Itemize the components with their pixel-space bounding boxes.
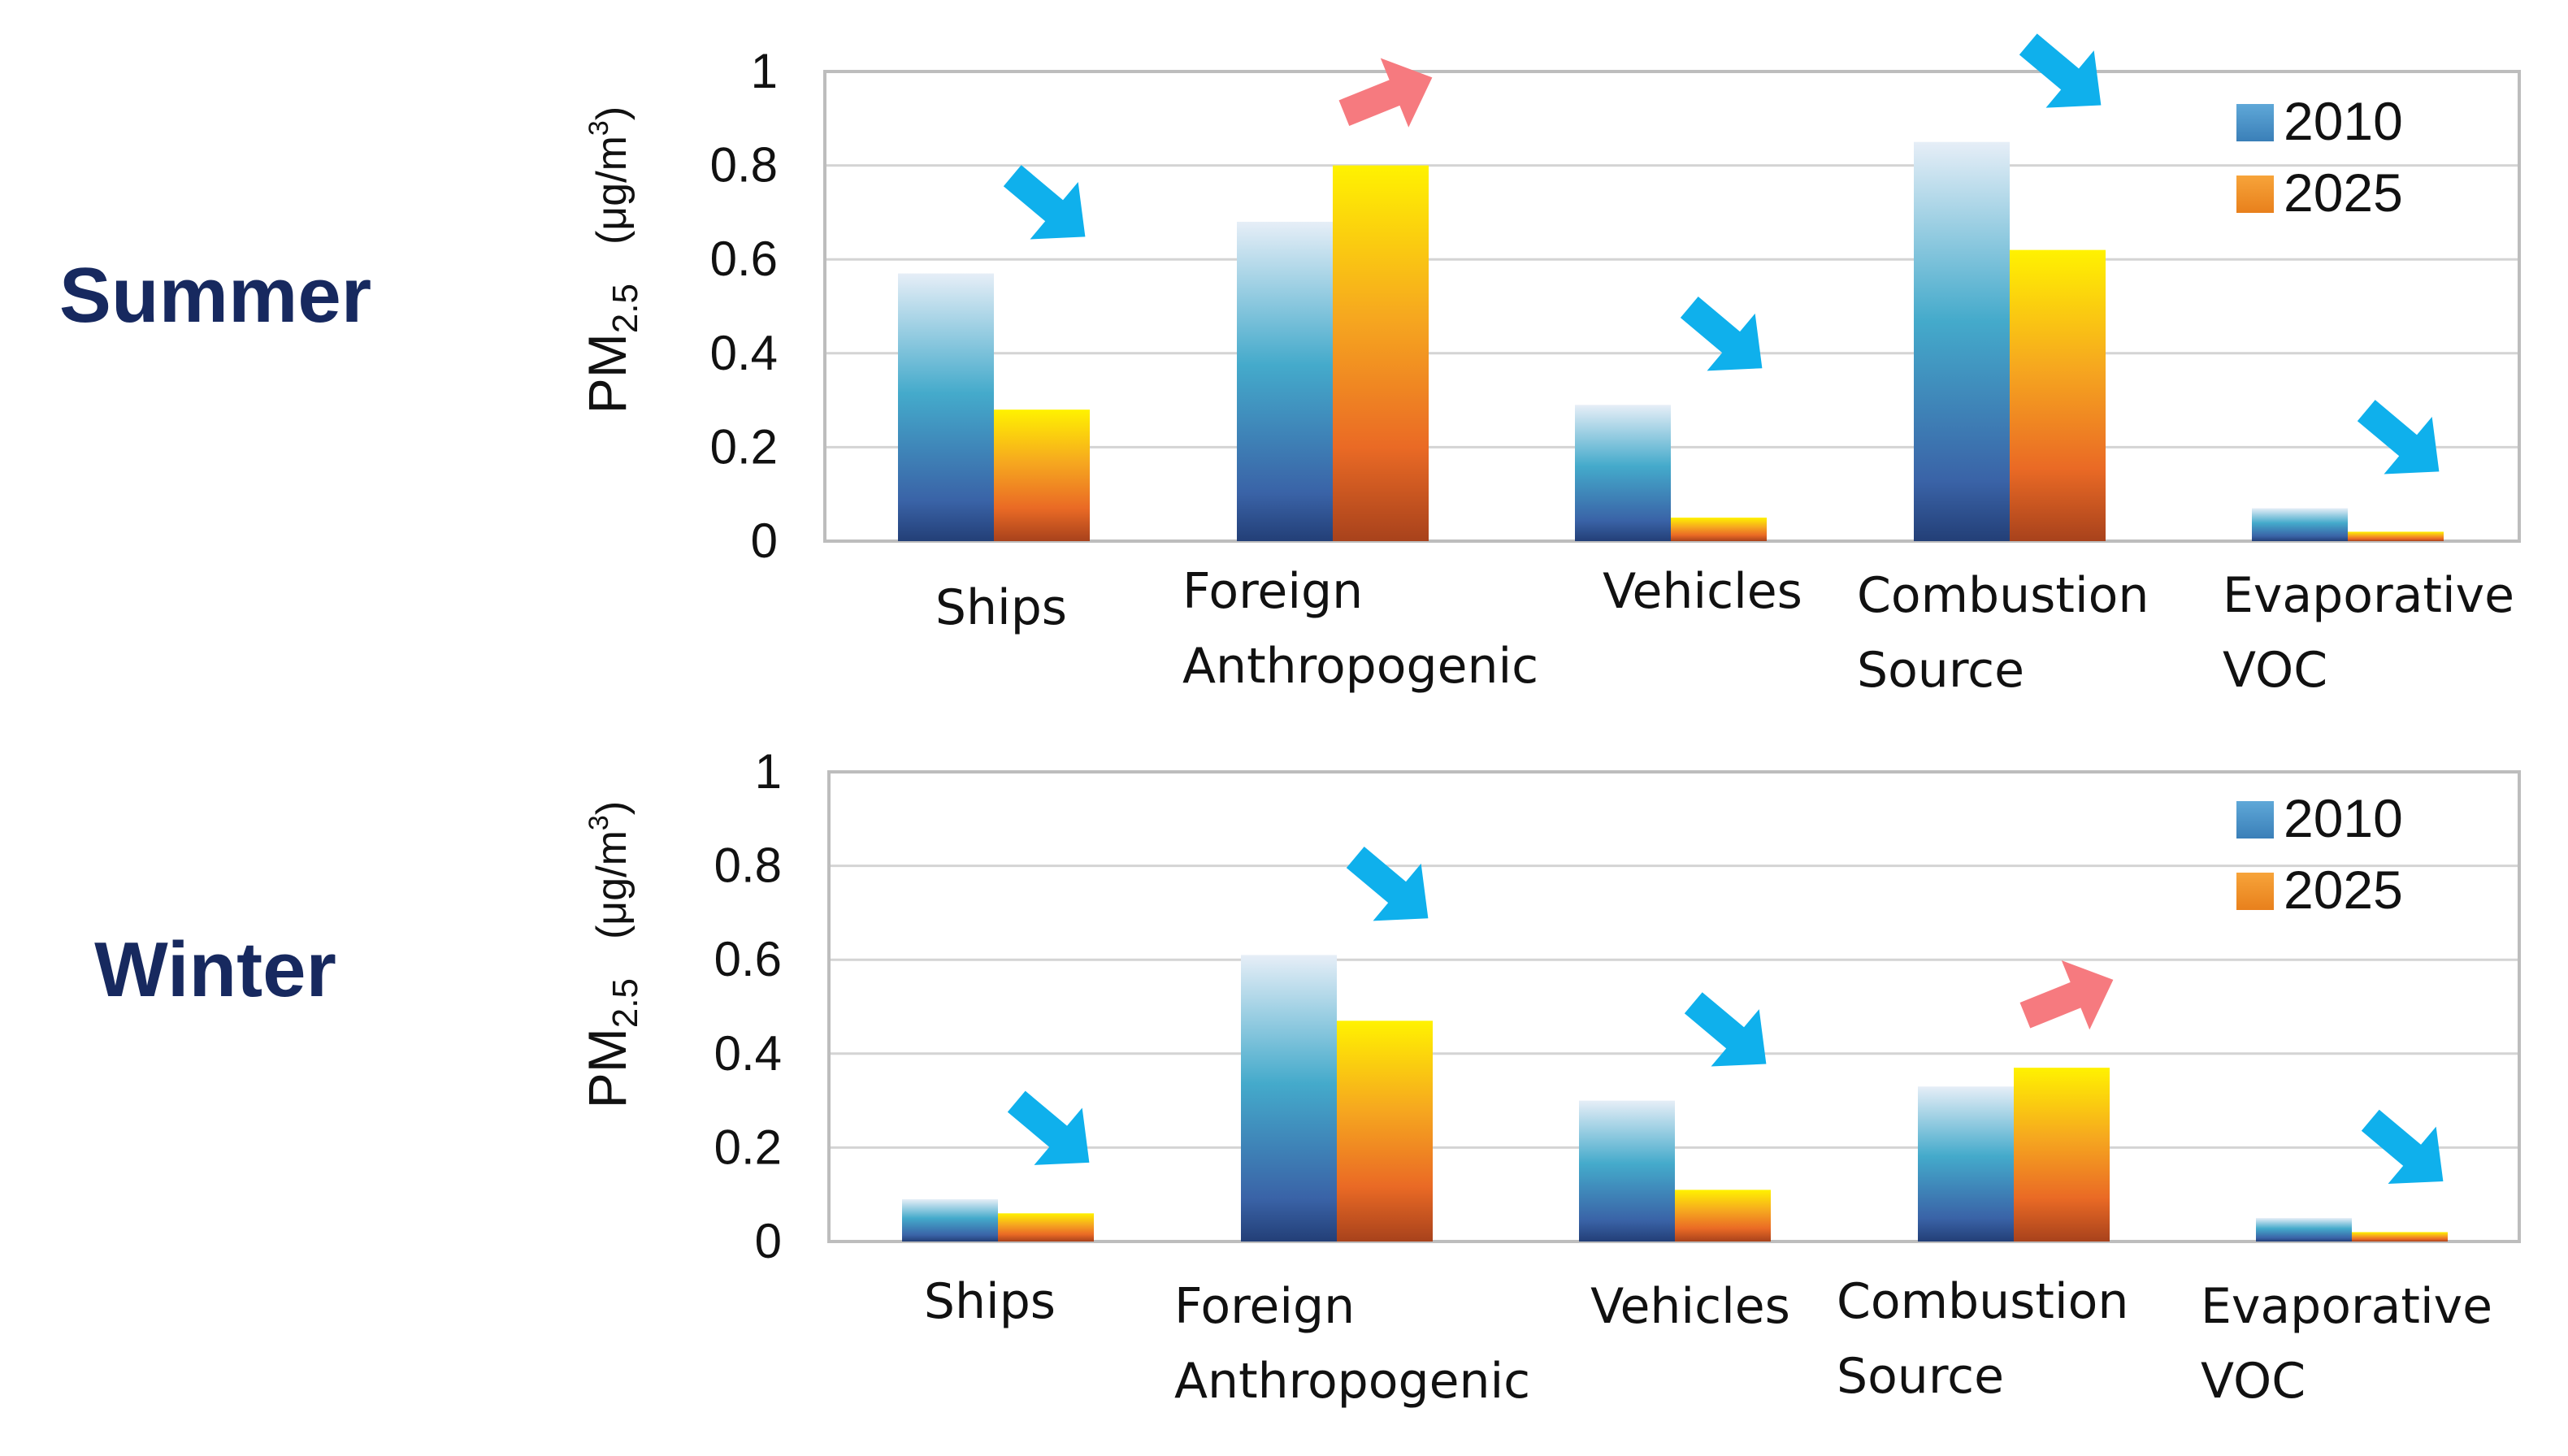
y-ticks-winter: 0 0.2 0.4 0.6 0.8 1: [714, 744, 782, 1268]
arrow-down-icon: [2019, 33, 2102, 108]
season-title-winter: Winter: [94, 926, 336, 1013]
y-tick-label: 0.4: [710, 326, 778, 380]
gridlines-summer: [823, 70, 2521, 543]
bar-winter-2010-evaporative-voc: [2256, 1218, 2352, 1242]
bar-summer-2010-combustion-source: [1914, 141, 2010, 541]
category-label: Ships: [935, 579, 1067, 636]
category-label: Ships: [924, 1273, 1056, 1330]
category-label: Combustion Source: [1837, 1273, 2128, 1405]
bar-summer-2010-ships: [898, 273, 994, 541]
y-tick-label: 0: [755, 1214, 782, 1268]
y-tick-label: 0.2: [714, 1120, 782, 1174]
legend-summer: 2010 2025: [2236, 91, 2403, 223]
y-tick-label: 1: [751, 44, 778, 98]
category-label: Evaporative VOC: [2201, 1278, 2492, 1410]
bar-summer-2010-foreign-anthropogenic: [1237, 221, 1333, 541]
bars-summer: [898, 141, 2444, 541]
bar-winter-2010-foreign-anthropogenic: [1241, 955, 1337, 1242]
bar-summer-2025-foreign-anthropogenic: [1333, 165, 1429, 541]
arrow-down-icon: [1680, 297, 1763, 371]
y-tick-label: 0.6: [714, 932, 782, 986]
bar-winter-2025-evaporative-voc: [2352, 1232, 2448, 1242]
y-tick-label: 0.6: [710, 232, 778, 286]
arrow-down-icon: [2361, 1109, 2444, 1185]
bar-summer-2010-vehicles: [1575, 405, 1671, 541]
legend-swatch-2025: [2236, 873, 2274, 910]
arrow-down-icon: [1684, 992, 1767, 1067]
bar-summer-2025-vehicles: [1671, 518, 1767, 541]
arrow-up-icon: [1338, 58, 1433, 128]
bar-summer-2010-evaporative-voc: [2252, 508, 2348, 541]
y-axis-label-summer: PM2.5(μg/m3): [577, 106, 645, 414]
legend-swatch-2010: [2236, 801, 2274, 838]
bar-summer-2025-combustion-source: [2010, 249, 2106, 541]
category-label: Evaporative VOC: [2223, 567, 2514, 699]
category-label: Vehicles: [1603, 563, 1802, 620]
bar-winter-2025-combustion-source: [2014, 1068, 2110, 1242]
bar-summer-2025-evaporative-voc: [2348, 531, 2444, 541]
winter-chart: Winter PM2.5(μg/m3) 0 0.2 0.4 0.6 0.8 1 Ships…: [94, 744, 2521, 1410]
bar-winter-2025-vehicles: [1675, 1190, 1771, 1242]
y-axis-label-winter: PM2.5(μg/m3): [577, 801, 645, 1108]
bar-summer-2025-ships: [994, 410, 1090, 541]
y-tick-label: 0: [751, 514, 778, 568]
bar-winter-2010-combustion-source: [1918, 1086, 2014, 1242]
legend-label-2025: 2025: [2284, 860, 2403, 920]
y-tick-label: 0.8: [714, 838, 782, 893]
arrow-down-icon: [1003, 165, 1086, 240]
legend-label-2010: 2010: [2284, 788, 2403, 848]
bar-winter-2010-ships: [902, 1198, 998, 1242]
legend-swatch-2025: [2236, 176, 2274, 213]
arrow-down-icon: [1007, 1090, 1090, 1165]
bars-winter: [902, 955, 2448, 1242]
summer-chart: Summer PM2.5(μg/m3) 0 0.2 0.4 0.6 0.8 1 Ships…: [59, 33, 2521, 699]
category-label: Vehicles: [1590, 1278, 1790, 1335]
y-ticks-summer: 0 0.2 0.4 0.6 0.8 1: [710, 44, 778, 568]
season-title-summer: Summer: [59, 252, 371, 339]
arrow-down-icon: [1346, 847, 1429, 921]
arrow-down-icon: [2357, 400, 2440, 474]
legend-label-2010: 2010: [2284, 91, 2403, 151]
bar-winter-2025-ships: [998, 1213, 1094, 1242]
trend-arrows-winter: [1007, 847, 2444, 1185]
bar-winter-2025-foreign-anthropogenic: [1337, 1020, 1433, 1242]
category-label: Foreign Anthropogenic: [1174, 1278, 1530, 1410]
category-label: Foreign Anthropogenic: [1182, 563, 1538, 695]
y-tick-label: 0.8: [710, 138, 778, 193]
y-tick-label: 1: [755, 744, 782, 799]
trend-arrows-summer: [1003, 33, 2440, 474]
category-labels-summer: Ships Foreign Anthropogenic Vehicles Combust…: [935, 563, 2514, 699]
legend-winter: 2010 2025: [2236, 788, 2403, 920]
legend-swatch-2010: [2236, 104, 2274, 141]
category-label: Combustion Source: [1857, 567, 2149, 699]
bar-winter-2010-vehicles: [1579, 1100, 1675, 1242]
category-labels-winter: Ships Foreign Anthropogenic Vehicles Combust…: [924, 1273, 2492, 1410]
legend-label-2025: 2025: [2284, 162, 2403, 223]
y-axis-title-winter: PM2.5(μg/m3): [577, 801, 645, 1108]
y-tick-label: 0.2: [710, 419, 778, 474]
arrow-up-icon: [2019, 960, 2114, 1030]
y-tick-label: 0.4: [714, 1026, 782, 1081]
y-axis-title-summer: PM2.5(μg/m3): [577, 106, 645, 414]
